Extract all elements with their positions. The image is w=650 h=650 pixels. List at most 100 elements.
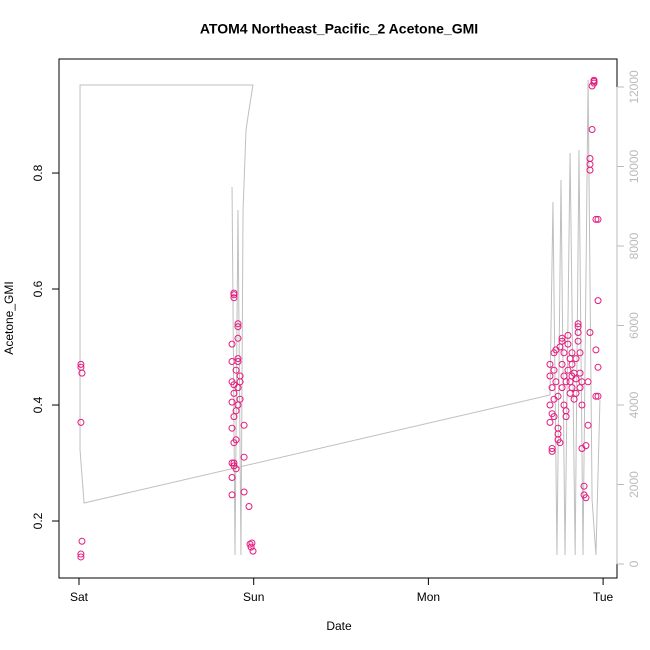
data-point: [228, 358, 236, 366]
data-point: [236, 395, 244, 403]
data-point: [576, 384, 584, 392]
data-point: [234, 320, 242, 328]
data-point: [572, 355, 580, 363]
data-point: [592, 215, 600, 223]
data-point: [556, 439, 564, 447]
data-point: [552, 378, 560, 386]
data-point: [584, 421, 592, 429]
data-point: [78, 369, 86, 377]
data-point: [228, 424, 236, 432]
data-point: [574, 337, 582, 345]
data-point: [562, 378, 570, 386]
data-point: [550, 413, 558, 421]
y-tick-label: 0.6: [31, 280, 45, 297]
altitude-line: [79, 79, 601, 556]
chart-title: ATOM4 Northeast_Pacific_2 Acetone_GMI: [200, 21, 478, 37]
data-point: [594, 392, 602, 400]
data-point: [594, 297, 602, 305]
y2-tick-label: 2000: [627, 471, 641, 498]
data-point: [580, 482, 588, 490]
data-point: [230, 294, 238, 302]
data-point: [546, 360, 554, 368]
data-point: [568, 349, 576, 357]
data-point: [578, 378, 586, 386]
data-point: [546, 418, 554, 426]
data-point: [562, 407, 570, 415]
data-point: [234, 358, 242, 366]
data-point: [548, 447, 556, 455]
data-point: [572, 389, 580, 397]
data-point: [232, 366, 240, 374]
data-point: [550, 366, 558, 374]
data-point: [77, 550, 85, 558]
data-point: [592, 392, 600, 400]
data-point: [582, 494, 590, 502]
y2-tick-label: 6000: [627, 312, 641, 339]
data-point: [576, 369, 584, 377]
data-point: [560, 401, 568, 409]
data-point: [228, 491, 236, 499]
data-point: [564, 331, 572, 339]
data-point: [574, 329, 582, 337]
data-point: [574, 320, 582, 328]
x-tick-label: Tue: [593, 590, 614, 604]
data-point: [566, 389, 574, 397]
y2-tick-label: 12000: [627, 70, 641, 104]
data-point: [568, 360, 576, 368]
data-point: [240, 453, 248, 461]
data-point: [249, 547, 257, 555]
x-tick-label: Mon: [417, 590, 440, 604]
y2-tick-label: 10000: [627, 149, 641, 183]
data-point: [576, 349, 584, 357]
data-point: [546, 372, 554, 380]
data-point: [578, 401, 586, 409]
y2-tick-label: 8000: [627, 232, 641, 259]
data-point: [77, 360, 85, 368]
data-point: [564, 366, 572, 374]
data-point: [546, 401, 554, 409]
y2-tick-label: 4000: [627, 391, 641, 418]
data-point: [228, 398, 236, 406]
data-point: [572, 375, 580, 383]
data-point: [586, 166, 594, 174]
data-point: [558, 337, 566, 345]
data-point: [592, 346, 600, 354]
data-point: [590, 77, 598, 85]
plot-frame: [58, 58, 618, 579]
data-point: [560, 349, 568, 357]
x-axis-label: Date: [326, 619, 352, 633]
data-point: [582, 442, 590, 450]
data-point: [245, 502, 253, 510]
data-point: [548, 384, 556, 392]
data-point: [564, 340, 572, 348]
data-point: [234, 323, 242, 331]
y-tick-label: 0.2: [31, 512, 45, 529]
data-point: [588, 126, 596, 134]
data-point: [548, 444, 556, 452]
data-point: [554, 392, 562, 400]
y-tick-label: 0.4: [31, 396, 45, 413]
data-point: [586, 160, 594, 168]
x-tick-label: Sat: [70, 590, 89, 604]
data-point: [586, 155, 594, 163]
data-point: [240, 488, 248, 496]
data-point: [568, 384, 576, 392]
data-point: [586, 329, 594, 337]
data-point: [234, 334, 242, 342]
data-point: [566, 378, 574, 386]
data-point: [558, 384, 566, 392]
data-point: [78, 537, 86, 545]
data-point: [230, 289, 238, 297]
y-axis-label: Acetone_GMI: [2, 281, 16, 354]
data-point: [236, 378, 244, 386]
data-point: [232, 436, 240, 444]
data-point: [594, 215, 602, 223]
data-point: [560, 372, 568, 380]
data-point: [77, 418, 85, 426]
data-point: [558, 360, 566, 368]
x-tick-label: Sun: [243, 590, 264, 604]
data-point: [558, 334, 566, 342]
data-point: [247, 543, 255, 551]
data-point: [232, 465, 240, 473]
